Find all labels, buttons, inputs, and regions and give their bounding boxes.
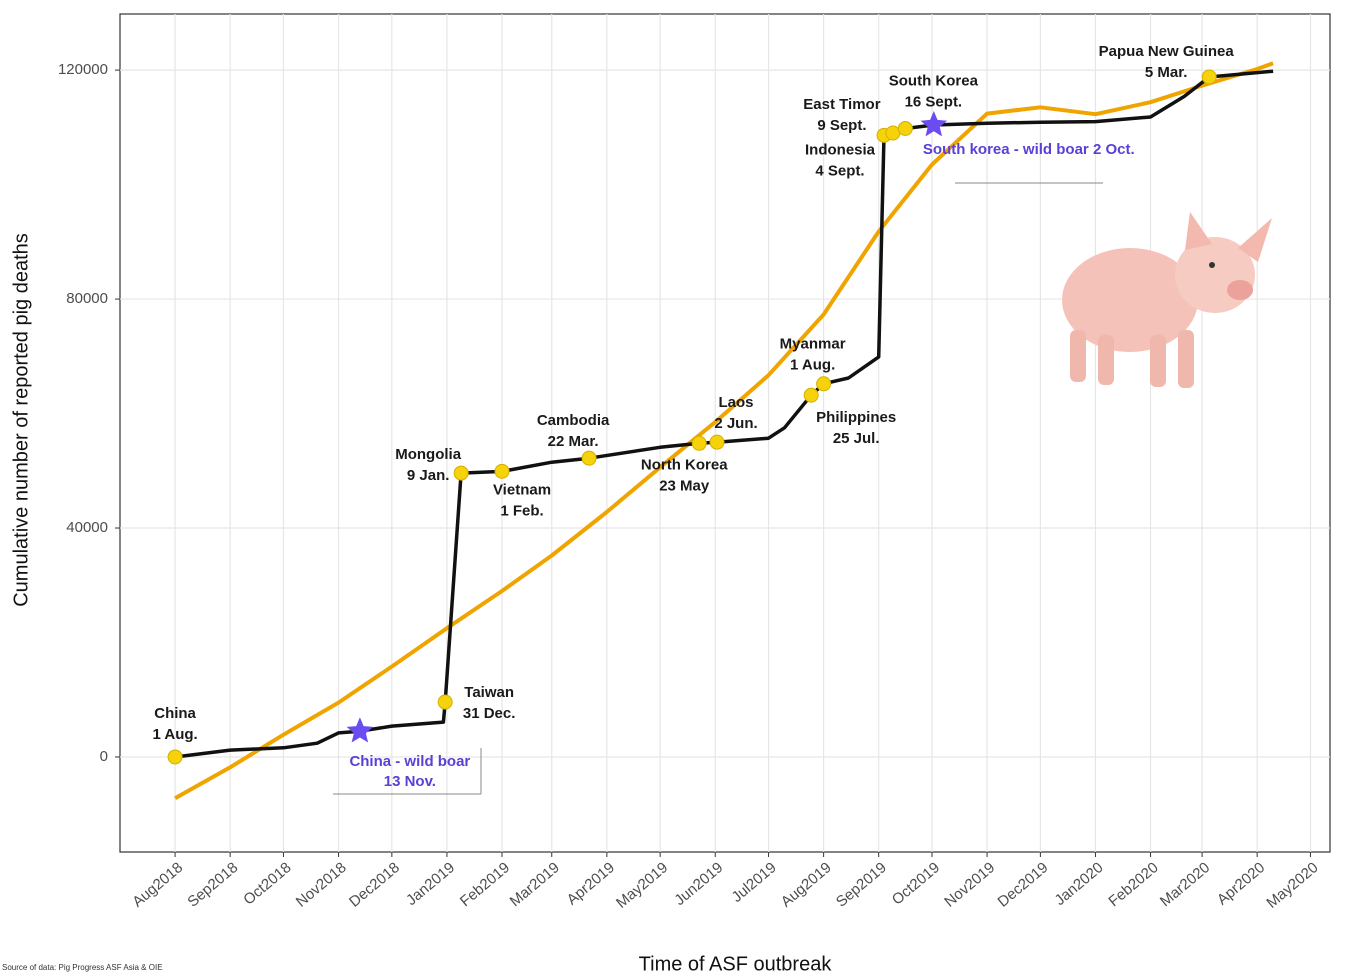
source-note: Source of data: Pig Progress ASF Asia & … [2, 963, 163, 972]
grid [120, 14, 1330, 852]
event-date: 22 Mar. [548, 433, 599, 450]
event-date: 9 Jan. [407, 467, 450, 484]
event-name: North Korea [641, 456, 728, 473]
y-tick-label: 120000 [58, 61, 108, 78]
x-tick-label: Apr2019 [564, 859, 618, 908]
series-line [174, 61, 1274, 800]
x-tick-label: Dec2018 [346, 859, 403, 911]
event-marker [885, 125, 901, 141]
x-tick-label: Oct2018 [240, 859, 294, 908]
event-name: Indonesia [805, 141, 876, 158]
event-date: 2 Jun. [714, 415, 757, 432]
event-name: Laos [718, 394, 753, 411]
pig-image [1062, 212, 1272, 388]
y-tick-label: 0 [100, 748, 108, 765]
x-tick-label: Mar2019 [507, 859, 563, 910]
y-tick-label: 40000 [66, 519, 108, 536]
event-name: Philippines [816, 409, 896, 426]
event-date: 23 May [659, 477, 710, 494]
event-name: Mongolia [395, 446, 461, 463]
x-tick-label: Mar2020 [1157, 859, 1213, 910]
event-name: Cambodia [537, 412, 610, 429]
x-tick-label: Jul2019 [728, 859, 779, 906]
x-tick-label: Feb2020 [1105, 859, 1161, 910]
event-date: 4 Sept. [815, 162, 864, 179]
x-tick-label: Dec2019 [995, 859, 1052, 911]
event-name: Papua New Guinea [1099, 43, 1235, 60]
x-tick-label: Jan2020 [1052, 859, 1107, 909]
x-tick-label: Feb2019 [457, 859, 513, 910]
event-marker [709, 434, 725, 450]
event-date: 1 Feb. [500, 502, 543, 519]
y-tick-label: 80000 [66, 290, 108, 307]
event-name: East Timor [803, 96, 880, 113]
x-tick-label: Sep2019 [833, 859, 890, 911]
event-marker [581, 450, 597, 466]
y-axis-title: Cumulative number of reported pig deaths [10, 233, 32, 607]
x-tick-label: Apr2020 [1214, 859, 1268, 908]
x-tick-label: Oct2019 [889, 859, 943, 908]
x-tick-label: May2019 [613, 859, 671, 912]
x-tick-label: Jan2019 [403, 859, 458, 909]
event-marker [437, 694, 453, 710]
wild-boar-marker [920, 111, 948, 137]
x-tick-label: Nov2018 [293, 859, 350, 911]
event-date: 5 Mar. [1145, 64, 1188, 81]
event-marker [1201, 69, 1217, 85]
event-marker [691, 435, 707, 451]
event-date: 25 Jul. [833, 430, 880, 447]
event-date: 16 Sept. [905, 93, 963, 110]
event-name: South Korea [889, 72, 979, 89]
event-marker [453, 465, 469, 481]
series-line [174, 69, 1274, 759]
event-marker [803, 387, 819, 403]
wild-boar-marker [346, 717, 374, 743]
x-axis-title: Time of ASF outbreak [639, 953, 833, 975]
event-date: 31 Dec. [463, 705, 516, 722]
event-date: 9 Sept. [817, 117, 866, 134]
x-tick-label: Sep2018 [184, 859, 241, 911]
event-name: China [154, 705, 196, 722]
x-tick-label: Aug2018 [129, 859, 186, 911]
event-date: 1 Aug. [790, 357, 835, 374]
x-tick-label: May2020 [1263, 859, 1321, 912]
event-marker [167, 749, 183, 765]
event-date: 1 Aug. [152, 726, 197, 743]
x-tick-label: Aug2019 [778, 859, 835, 911]
x-tick-label: Jun2019 [671, 859, 726, 909]
wild-boar-label: South korea - wild boar 2 Oct. [923, 141, 1135, 158]
event-marker [897, 120, 913, 136]
event-name: Vietnam [493, 481, 551, 498]
event-marker [816, 376, 832, 392]
x-tick-label: Nov2019 [941, 859, 998, 911]
wild-boar-label: China - wild boar [349, 753, 470, 770]
event-name: Taiwan [464, 684, 514, 701]
event-marker [494, 463, 510, 479]
event-name: Myanmar [780, 336, 846, 353]
wild-boar-date: 13 Nov. [384, 773, 436, 790]
